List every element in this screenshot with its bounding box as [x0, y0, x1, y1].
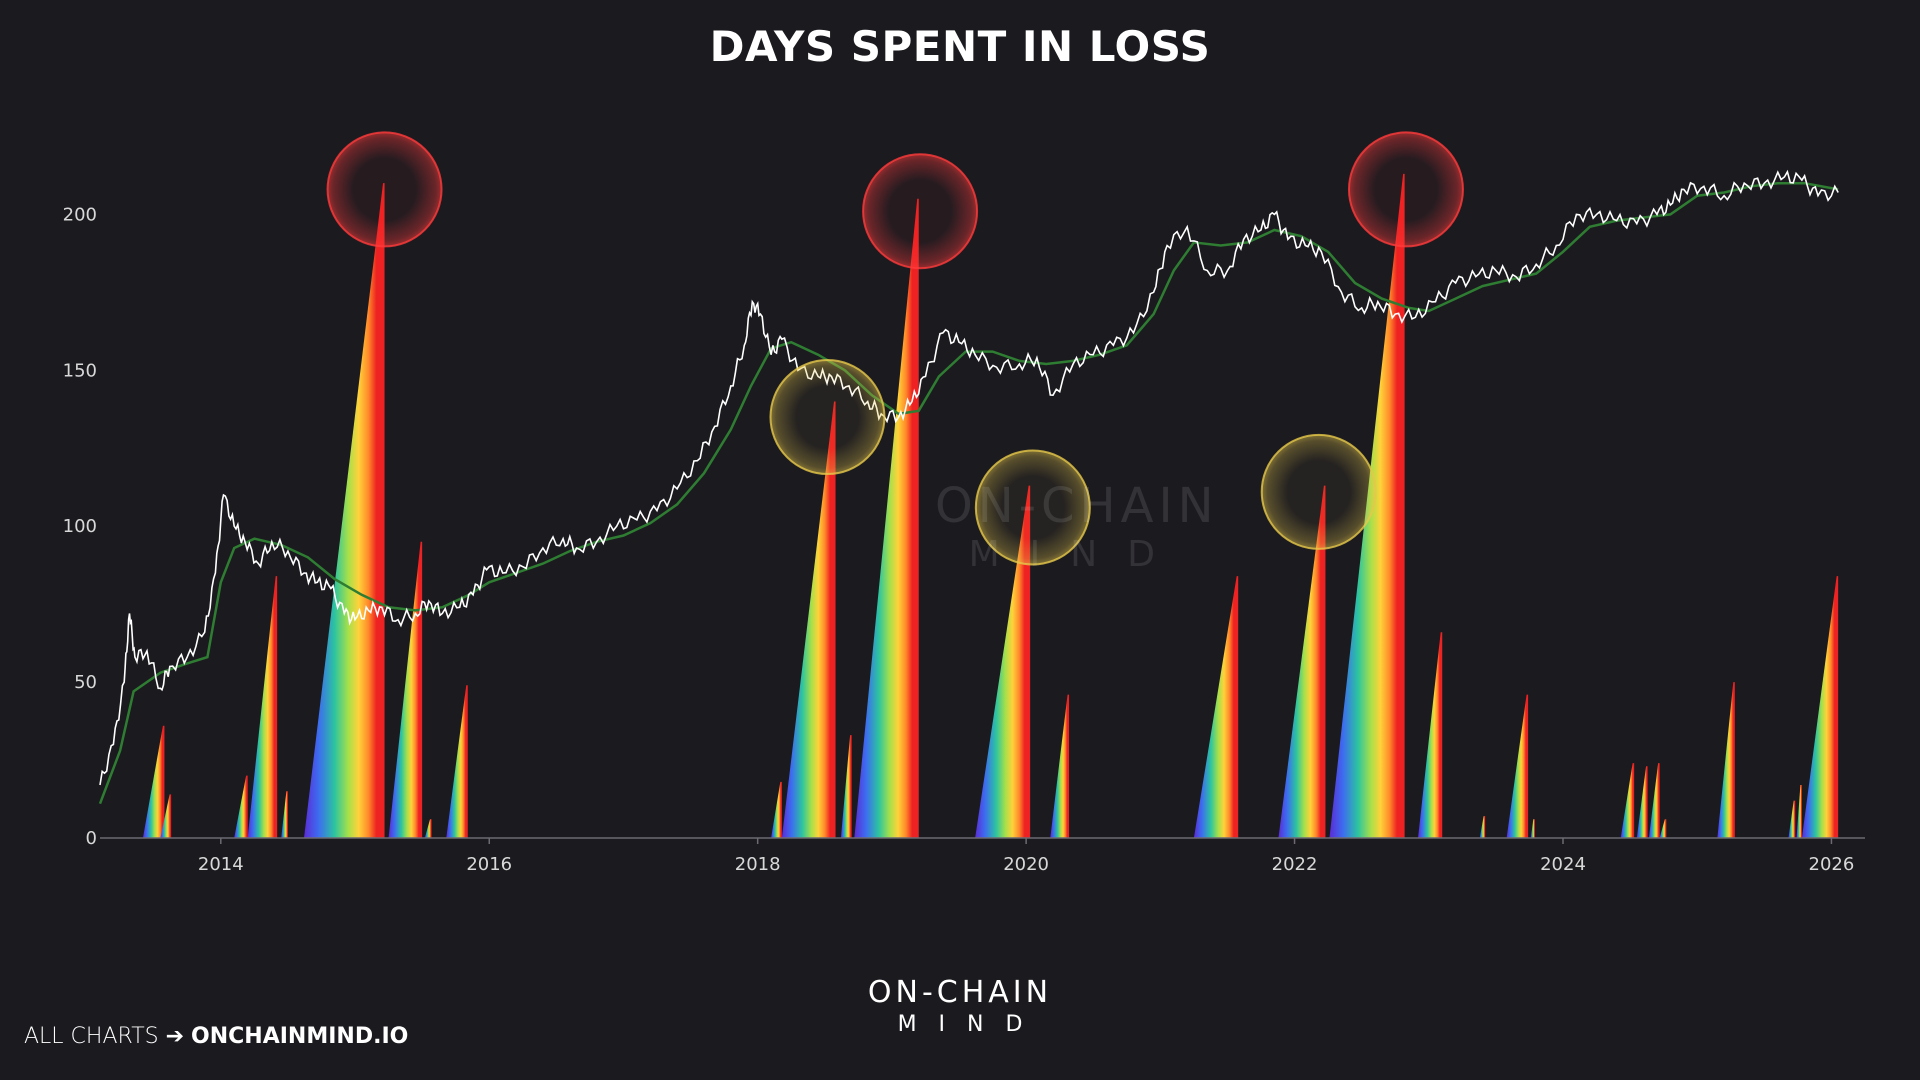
loss-spike — [247, 576, 278, 838]
x-tick-label: 2022 — [1272, 854, 1318, 875]
loss-spike — [281, 791, 288, 838]
loss-spike — [1648, 763, 1660, 838]
loss-spike — [1801, 576, 1839, 838]
loss-spike — [1050, 694, 1070, 838]
loss-spike — [781, 401, 836, 838]
footer-prefix: ALL CHARTS — [24, 1024, 159, 1049]
loss-spike — [840, 735, 852, 838]
y-tick-label: 100 — [63, 516, 97, 537]
x-tick-label: 2020 — [1003, 854, 1049, 875]
x-axis-ticks: 2014 2016 2018 2020 2022 2024 2026 — [198, 838, 1854, 875]
loss-spike — [234, 775, 248, 838]
loss-spike — [1479, 816, 1486, 838]
x-tick-label: 2024 — [1540, 854, 1586, 875]
y-axis: 0 50 100 150 200 — [63, 204, 97, 849]
loss-spike — [160, 794, 172, 838]
x-tick-label: 2016 — [466, 854, 512, 875]
loss-spike — [446, 685, 468, 838]
x-tick-label: 2014 — [198, 854, 244, 875]
yellow-highlight-circle — [1260, 433, 1377, 550]
loss-spike — [1788, 800, 1796, 838]
x-tick-label: 2026 — [1809, 854, 1855, 875]
red-highlight-circle — [326, 131, 443, 248]
loss-spike — [975, 485, 1031, 838]
red-highlight-circle — [1347, 131, 1464, 248]
loss-spike — [1278, 485, 1326, 838]
loss-spike — [304, 183, 385, 838]
yellow-highlight-circle — [769, 359, 886, 476]
loss-spike — [1418, 632, 1443, 838]
red-highlight-circle — [862, 153, 979, 270]
loss-spike — [1620, 763, 1635, 838]
footer-link[interactable]: ALL CHARTS ➔ ONCHAINMIND.IO — [24, 1024, 408, 1049]
moving-average-line — [98, 181, 1839, 805]
loss-spike — [388, 541, 423, 838]
loss-spike — [142, 725, 165, 838]
yellow-highlight-circle — [974, 449, 1091, 566]
chart-title: DAYS SPENT IN LOSS — [709, 22, 1211, 71]
arrow-icon: ➔ — [165, 1024, 185, 1049]
spike-series — [142, 173, 1839, 839]
loss-spike — [1636, 766, 1648, 838]
loss-spike — [771, 781, 782, 838]
y-tick-label: 0 — [86, 828, 97, 849]
brand-logo: ON-CHAIN MIND — [760, 976, 1160, 1040]
loss-spike — [1530, 819, 1535, 838]
loss-spike — [1193, 576, 1239, 838]
loss-spike — [424, 819, 432, 838]
y-tick-label: 200 — [63, 204, 97, 225]
loss-spike — [854, 198, 919, 839]
loss-spike — [1717, 682, 1735, 838]
y-tick-label: 150 — [63, 360, 97, 381]
footer-url[interactable]: ONCHAINMIND.IO — [191, 1024, 409, 1049]
y-tick-label: 50 — [74, 672, 97, 693]
loss-spike — [1659, 819, 1667, 838]
loss-spike — [1506, 694, 1529, 838]
x-tick-label: 2018 — [735, 854, 781, 875]
loss-spike — [1796, 784, 1802, 838]
brand-line1: ON-CHAIN — [867, 975, 1053, 1010]
highlight-circles — [326, 131, 1464, 566]
brand-line2: MIND — [897, 1012, 1045, 1037]
